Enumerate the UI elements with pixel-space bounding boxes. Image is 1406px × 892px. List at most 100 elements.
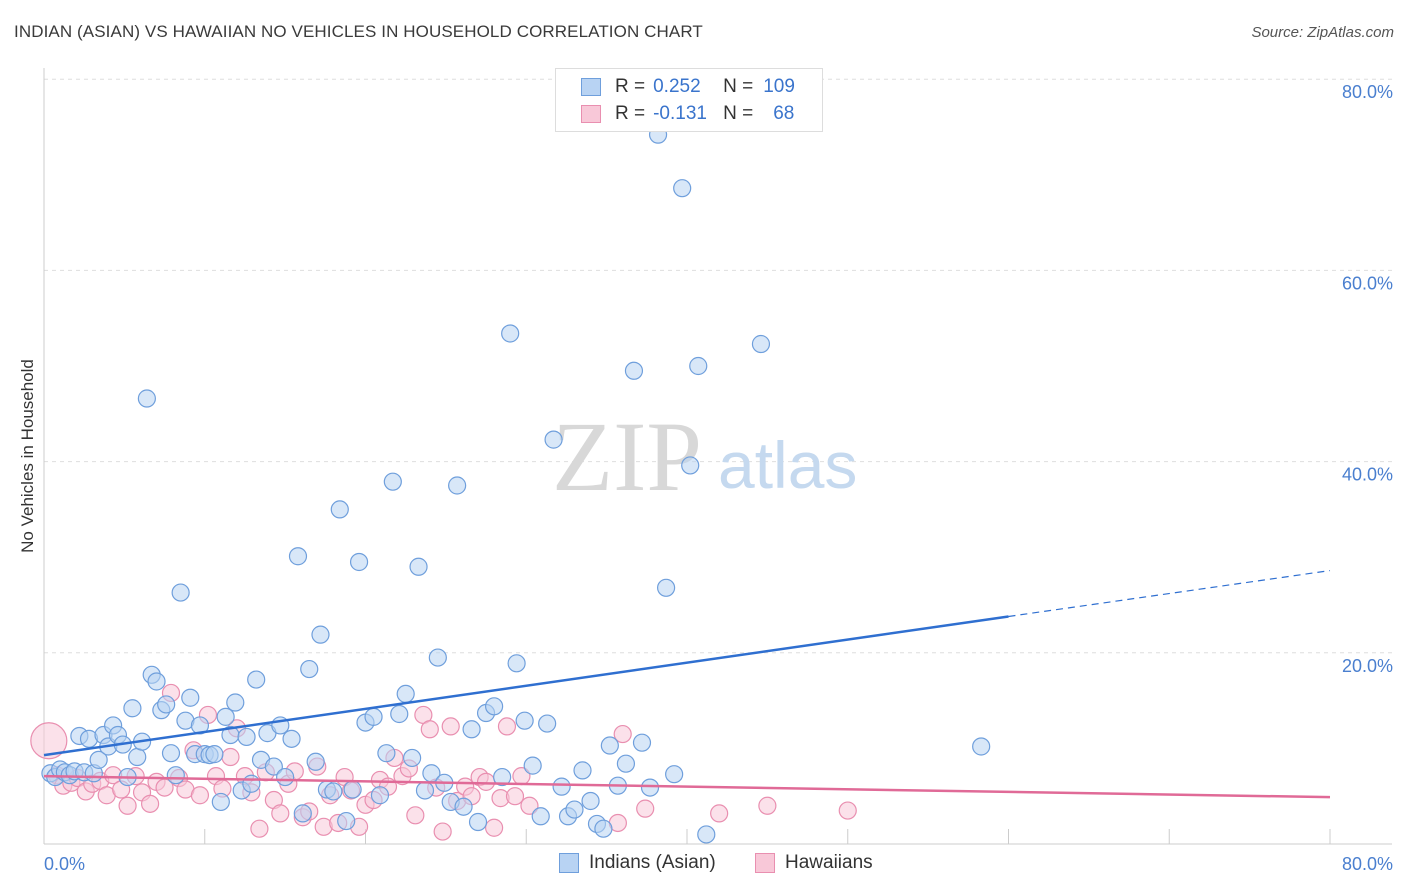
y-tick-label: 40.0% — [1342, 465, 1393, 485]
hawaiians-point — [140, 794, 160, 813]
indians-point — [288, 547, 308, 566]
hawaiians-point — [221, 747, 240, 767]
indians-point — [147, 672, 166, 691]
gridlines — [44, 78, 1392, 654]
trend-line-indians-extension — [1008, 569, 1331, 618]
indians-point — [370, 786, 390, 805]
bottom-legend-swatch-pink — [755, 853, 775, 873]
indians-point — [383, 472, 402, 491]
indians-point — [673, 179, 692, 198]
indians-point — [531, 807, 550, 826]
indians-point — [343, 780, 362, 799]
x-tick-marks — [43, 829, 1331, 844]
hawaiians-point — [710, 804, 729, 823]
indians-point — [264, 757, 283, 776]
indians-point — [276, 767, 295, 787]
indians-point — [594, 819, 613, 838]
hawaiians-point — [520, 796, 539, 815]
hawaiians-point — [476, 772, 496, 791]
indians-point — [237, 727, 256, 747]
hawaiians-point — [30, 722, 68, 760]
y-tick-label: 60.0% — [1342, 273, 1393, 293]
hawaiians-point — [636, 799, 655, 818]
indians-point — [211, 792, 230, 812]
indians-point — [523, 756, 542, 775]
indians-point — [171, 583, 190, 602]
indians-point — [190, 716, 210, 735]
indians-point — [972, 737, 991, 756]
bottom-legend-hawaiians: Hawaiians — [755, 852, 873, 874]
indians-point — [128, 747, 147, 767]
x-tick-label-max: 80.0% — [1342, 854, 1393, 874]
hawaiians-point — [118, 796, 137, 815]
indians-point — [415, 781, 435, 800]
indians-point — [697, 825, 716, 844]
indians-point — [657, 578, 676, 597]
indians-point — [632, 733, 652, 752]
indians-point — [403, 748, 422, 768]
indians-point — [137, 389, 156, 408]
trend-line-hawaiians — [43, 774, 1331, 799]
indians-point — [428, 648, 447, 667]
indians-point — [282, 729, 301, 748]
indians-point — [538, 714, 557, 733]
indians-point — [181, 688, 200, 707]
indians-point — [565, 800, 584, 819]
watermark-zip: ZIP — [552, 401, 702, 512]
indians-point — [485, 697, 504, 716]
hawaiians-point — [441, 717, 460, 736]
hawaiians-point — [505, 787, 525, 806]
indians-point — [689, 356, 708, 376]
hawaiians-point — [838, 801, 857, 820]
chart-title: INDIAN (ASIAN) VS HAWAIIAN NO VEHICLES I… — [14, 22, 703, 41]
x-tick-label-min: 0.0% — [44, 854, 85, 874]
indians-point — [337, 811, 356, 831]
source-label: Source: ZipAtlas.com — [1251, 24, 1394, 41]
indians-point — [216, 707, 235, 726]
bottom-legend-label-hawaiians: Hawaiians — [785, 852, 873, 873]
legend-n-label: N = — [723, 103, 754, 124]
indians-point — [205, 745, 224, 764]
indians-point — [640, 778, 660, 797]
indians-point — [624, 361, 644, 380]
indians-point — [448, 476, 467, 495]
bottom-legend-label-indians: Indians (Asian) — [589, 852, 716, 873]
indians-point — [681, 456, 700, 475]
indians-point — [123, 699, 142, 718]
legend: R = 0.252 N = 109 R = -0.131 N = 68 — [555, 68, 823, 132]
indians-point — [306, 752, 325, 771]
indians-point — [751, 334, 771, 354]
indians-point — [324, 782, 343, 801]
hawaiians-point — [406, 806, 425, 825]
indians-point — [247, 670, 266, 689]
y-axis-label: No Vehicles in Household — [18, 359, 37, 553]
indians-point — [157, 695, 176, 714]
y-tick-label: 20.0% — [1342, 656, 1393, 676]
indians-point — [544, 430, 563, 449]
indians-point — [409, 557, 428, 576]
indians-point — [665, 765, 684, 784]
hawaiians-point — [190, 786, 210, 805]
legend-r-value: -0.131 — [653, 103, 707, 124]
indians-point — [552, 777, 571, 796]
hawaiians-point — [271, 804, 290, 823]
indians-point — [390, 704, 409, 724]
indians-point — [377, 744, 396, 763]
legend-r-label: R = — [615, 76, 646, 97]
legend-n-value: 68 — [773, 103, 795, 124]
indians-point — [364, 707, 383, 726]
y-tick-labels: 20.0% 40.0% 60.0% 80.0% — [1342, 82, 1393, 676]
trend-line-indians — [43, 615, 1009, 757]
bottom-legend: Indians (Asian) Hawaiians — [0, 852, 1406, 876]
hawaiians-point — [485, 818, 504, 837]
indians-point — [468, 812, 488, 832]
legend-r-label: R = — [615, 103, 646, 124]
bottom-legend-swatch-blue — [559, 853, 579, 873]
indians-point — [454, 797, 473, 816]
y-tick-label: 80.0% — [1342, 82, 1393, 102]
indians-point — [501, 324, 520, 343]
hawaiians-point — [497, 717, 517, 736]
indians-point — [581, 791, 600, 811]
legend-n-value: 109 — [763, 76, 795, 97]
